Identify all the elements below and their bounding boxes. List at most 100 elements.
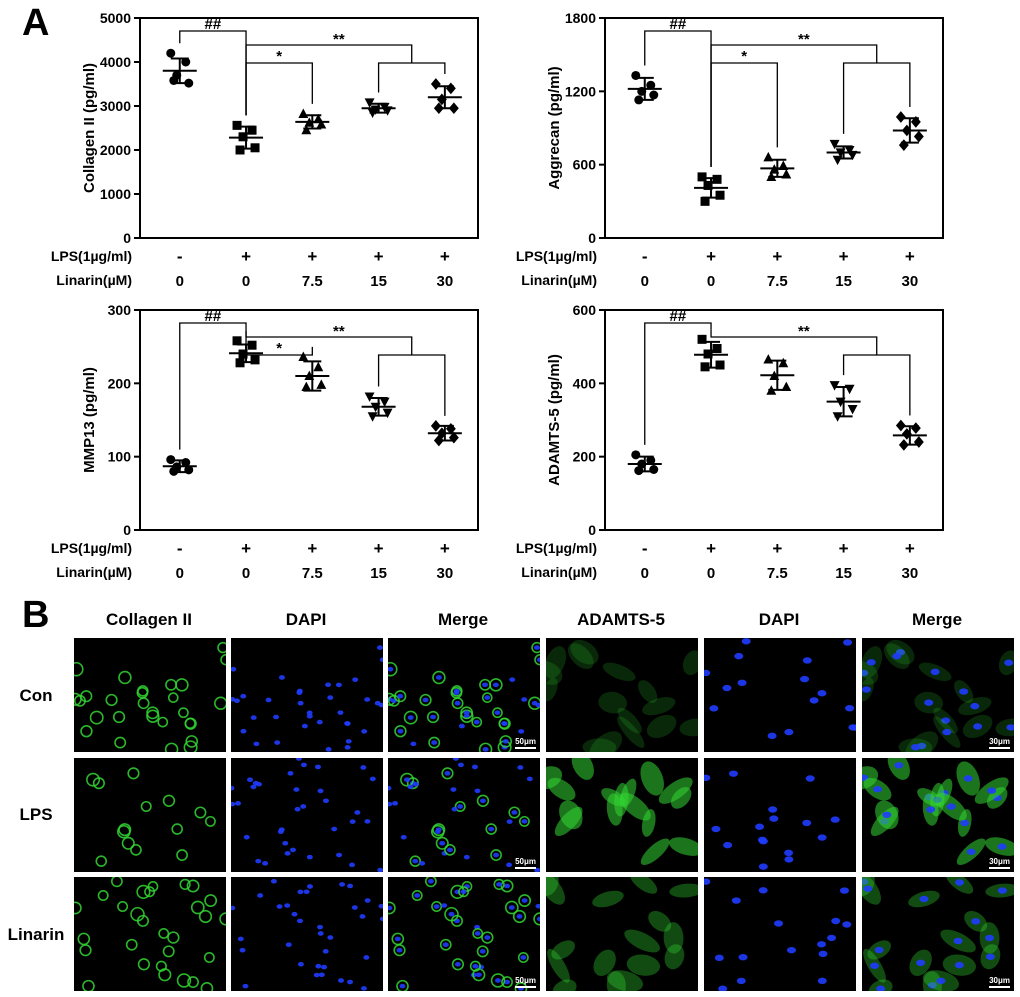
y-tick-label: 1800	[565, 10, 596, 26]
lps-value: +	[307, 539, 317, 558]
cell-stain	[116, 824, 131, 839]
linarin-value: 15	[835, 565, 852, 582]
lps-value: +	[241, 247, 251, 266]
data-point	[703, 180, 713, 190]
data-point	[379, 397, 390, 408]
nucleus	[894, 762, 904, 769]
nucleus	[817, 941, 827, 948]
y-tick-label: 600	[573, 157, 597, 173]
nucleus	[494, 978, 501, 983]
cell-stain	[82, 979, 95, 991]
nucleus	[277, 829, 284, 835]
nucleus	[768, 806, 778, 813]
cell-stain	[162, 794, 176, 807]
linarin-value: 0	[176, 565, 184, 582]
micrograph-con-2	[231, 638, 383, 752]
cell-stain	[485, 823, 498, 835]
micrograph-image	[231, 878, 383, 991]
collagen-ii-chart: 0 1000 2000 3000 4000 5000 Collagen II (pg/ml)…	[51, 10, 545, 300]
cell-stain	[388, 901, 396, 915]
cell-stain	[432, 670, 446, 685]
nucleus	[516, 914, 523, 919]
significance-label: **	[333, 31, 345, 48]
chart-svg: 0 200 400 600 ADAMTS-5 (pg/ml) - 0 +0 +7.5 +15 +30…	[516, 302, 944, 582]
cell-stain	[518, 894, 532, 907]
cell-stain	[130, 844, 142, 856]
linarin-value: 15	[835, 273, 852, 290]
nucleus	[817, 690, 827, 697]
nucleus	[240, 728, 247, 734]
cell-stain	[200, 982, 214, 991]
lps-value: +	[440, 247, 450, 266]
data-point	[430, 78, 441, 90]
lps-value: +	[839, 247, 849, 266]
nucleus	[521, 898, 528, 903]
bracket	[245, 330, 413, 355]
nucleus	[360, 765, 367, 770]
cell-stain	[140, 800, 152, 812]
nucleus	[924, 699, 934, 706]
cell-stain	[431, 901, 443, 913]
nucleus	[488, 826, 495, 832]
cell-stain	[219, 912, 226, 926]
nucleus	[376, 645, 383, 650]
nucleus	[231, 785, 235, 791]
linarin-value: 0	[707, 565, 715, 582]
nucleus	[441, 903, 448, 908]
nucleus	[407, 715, 414, 720]
nucleus	[501, 721, 508, 726]
nucleus	[521, 819, 528, 824]
data-point	[844, 384, 855, 395]
linarin-value: 30	[902, 273, 919, 290]
data-point	[835, 397, 846, 408]
data-point	[895, 111, 906, 123]
plot-frame	[604, 309, 944, 531]
cell-stain	[439, 938, 452, 951]
nucleus	[473, 719, 480, 725]
data-point	[781, 381, 792, 392]
nucleus	[985, 934, 995, 942]
micrograph-image	[862, 877, 1014, 991]
bracket	[644, 322, 712, 445]
nucleus	[337, 710, 344, 715]
nucleus	[284, 851, 291, 856]
nucleus	[351, 905, 358, 910]
significance-label: ##	[670, 16, 687, 33]
nucleus	[536, 916, 540, 922]
cell-stain	[534, 654, 540, 666]
bracket	[245, 62, 313, 116]
row-header-linarin: Linarin	[7, 925, 65, 944]
linarin-value: 0	[641, 273, 649, 290]
data-point	[781, 169, 792, 179]
scale-bar: 50μm	[515, 977, 536, 988]
nucleus	[463, 713, 470, 719]
data-point	[766, 385, 777, 395]
nucleus	[233, 698, 240, 704]
nucleus	[433, 904, 440, 909]
cell-stain	[648, 910, 672, 932]
cell-stain	[518, 815, 530, 827]
cell-stain	[86, 772, 101, 787]
nucleus	[800, 675, 810, 683]
micrograph-lps-1	[74, 758, 226, 872]
nucleus	[285, 942, 292, 948]
y-tick-label: 4000	[100, 54, 131, 70]
nucleus	[379, 657, 383, 663]
nucleus	[317, 788, 324, 794]
cell-stain	[499, 735, 513, 748]
micrograph-lps-2	[231, 758, 383, 872]
nucleus	[460, 889, 467, 895]
col-header-adamts5: ADAMTS-5	[577, 610, 665, 629]
nucleus	[953, 937, 963, 945]
data-point	[634, 95, 644, 105]
data-point	[637, 86, 647, 96]
nucleus	[344, 745, 351, 750]
data-point	[649, 90, 659, 100]
nucleus	[454, 962, 461, 967]
nucleus	[866, 659, 876, 666]
lps-value: -	[177, 247, 183, 266]
plot-frame	[139, 17, 479, 239]
nucleus	[256, 781, 263, 787]
linarin-value: 0	[707, 273, 715, 290]
nucleus	[237, 936, 244, 942]
